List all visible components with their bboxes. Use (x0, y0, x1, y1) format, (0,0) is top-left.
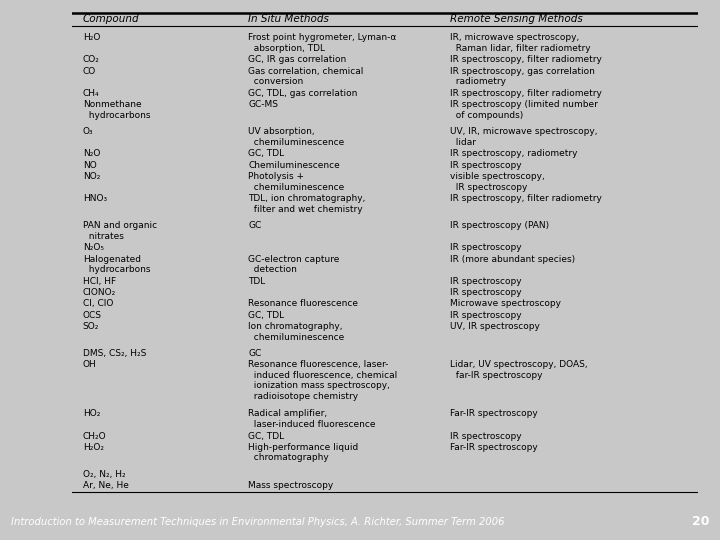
Text: CO₂: CO₂ (83, 56, 99, 64)
Text: CH₂O: CH₂O (83, 431, 107, 441)
Text: High-performance liquid
  chromatography: High-performance liquid chromatography (248, 443, 359, 462)
Text: NO₂: NO₂ (83, 172, 100, 181)
Text: IR spectroscopy (limited number
  of compounds): IR spectroscopy (limited number of compo… (450, 100, 598, 120)
Text: GC: GC (248, 221, 261, 230)
Text: Resonance fluorescence, laser-
  induced fluorescence, chemical
  ionization mas: Resonance fluorescence, laser- induced f… (248, 360, 397, 401)
Text: Far-IR spectroscopy: Far-IR spectroscopy (450, 443, 538, 452)
Text: GC, TDL: GC, TDL (248, 310, 284, 320)
Text: N₂O₅: N₂O₅ (83, 244, 104, 253)
Text: HO₂: HO₂ (83, 409, 100, 418)
Text: Chemiluminescence: Chemiluminescence (248, 160, 340, 170)
Text: TDL, ion chromatography,
  filter and wet chemistry: TDL, ion chromatography, filter and wet … (248, 194, 366, 214)
Text: Mass spectroscopy: Mass spectroscopy (248, 481, 333, 490)
Text: GC, IR gas correlation: GC, IR gas correlation (248, 56, 346, 64)
Text: IR spectroscopy, gas correlation
  radiometry: IR spectroscopy, gas correlation radiome… (450, 66, 595, 86)
Text: IR spectroscopy: IR spectroscopy (450, 431, 521, 441)
Text: Ion chromatography,
  chemiluminescence: Ion chromatography, chemiluminescence (248, 322, 345, 342)
Text: Cl, ClO: Cl, ClO (83, 300, 113, 308)
Text: Introduction to Measurement Techniques in Environmental Physics, A. Richter, Sum: Introduction to Measurement Techniques i… (11, 517, 504, 526)
Text: H₂O₂: H₂O₂ (83, 443, 104, 452)
Text: GC: GC (248, 349, 261, 357)
Text: SO₂: SO₂ (83, 322, 99, 331)
Text: CO: CO (83, 66, 96, 76)
Text: Frost point hygrometer, Lyman-α
  absorption, TDL: Frost point hygrometer, Lyman-α absorpti… (248, 33, 397, 53)
Text: HNO₃: HNO₃ (83, 194, 107, 203)
Text: 20: 20 (692, 515, 709, 528)
Text: Remote Sensing Methods: Remote Sensing Methods (450, 15, 582, 24)
Text: OH: OH (83, 360, 96, 369)
Text: N₂O: N₂O (83, 150, 100, 158)
Text: PAN and organic
  nitrates: PAN and organic nitrates (83, 221, 157, 241)
Text: IR spectroscopy: IR spectroscopy (450, 310, 521, 320)
Text: IR spectroscopy: IR spectroscopy (450, 160, 521, 170)
Text: OCS: OCS (83, 310, 102, 320)
Text: Gas correlation, chemical
  conversion: Gas correlation, chemical conversion (248, 66, 364, 86)
Text: IR (more abundant species): IR (more abundant species) (450, 255, 575, 264)
Text: GC-electron capture
  detection: GC-electron capture detection (248, 255, 340, 274)
Text: IR spectroscopy: IR spectroscopy (450, 288, 521, 297)
Text: NO: NO (83, 160, 96, 170)
Text: ClONO₂: ClONO₂ (83, 288, 116, 297)
Text: HCl, HF: HCl, HF (83, 277, 116, 286)
Text: UV, IR, microwave spectroscopy,
  lidar: UV, IR, microwave spectroscopy, lidar (450, 127, 598, 147)
Text: Halogenated
  hydrocarbons: Halogenated hydrocarbons (83, 255, 150, 274)
Text: TDL: TDL (248, 277, 266, 286)
Text: GC, TDL: GC, TDL (248, 431, 284, 441)
Text: IR spectroscopy: IR spectroscopy (450, 244, 521, 253)
Text: Compound: Compound (83, 15, 140, 24)
Text: O₂, N₂, H₂: O₂, N₂, H₂ (83, 470, 125, 478)
Text: IR spectroscopy: IR spectroscopy (450, 277, 521, 286)
Text: Ar, Ne, He: Ar, Ne, He (83, 481, 129, 490)
Text: IR, microwave spectroscopy,
  Raman lidar, filter radiometry: IR, microwave spectroscopy, Raman lidar,… (450, 33, 590, 53)
Text: visible spectroscopy,
  IR spectroscopy: visible spectroscopy, IR spectroscopy (450, 172, 545, 192)
Text: GC, TDL: GC, TDL (248, 150, 284, 158)
Text: Far-IR spectroscopy: Far-IR spectroscopy (450, 409, 538, 418)
Text: GC, TDL, gas correlation: GC, TDL, gas correlation (248, 89, 358, 98)
Text: Photolysis +
  chemiluminescence: Photolysis + chemiluminescence (248, 172, 345, 192)
Text: H₂O: H₂O (83, 33, 100, 42)
Text: DMS, CS₂, H₂S: DMS, CS₂, H₂S (83, 349, 146, 357)
Text: GC-MS: GC-MS (248, 100, 279, 109)
Text: CH₄: CH₄ (83, 89, 99, 98)
Text: Nonmethane
  hydrocarbons: Nonmethane hydrocarbons (83, 100, 150, 120)
Text: IR spectroscopy, filter radiometry: IR spectroscopy, filter radiometry (450, 56, 602, 64)
Text: UV absorption,
  chemiluminescence: UV absorption, chemiluminescence (248, 127, 345, 147)
Text: Resonance fluorescence: Resonance fluorescence (248, 300, 359, 308)
Text: In Situ Methods: In Situ Methods (248, 15, 329, 24)
Text: IR spectroscopy (PAN): IR spectroscopy (PAN) (450, 221, 549, 230)
Text: IR spectroscopy, radiometry: IR spectroscopy, radiometry (450, 150, 577, 158)
Text: O₃: O₃ (83, 127, 94, 136)
Text: UV, IR spectroscopy: UV, IR spectroscopy (450, 322, 540, 331)
Text: Lidar, UV spectroscopy, DOAS,
  far-IR spectroscopy: Lidar, UV spectroscopy, DOAS, far-IR spe… (450, 360, 588, 380)
Text: IR spectroscopy, filter radiometry: IR spectroscopy, filter radiometry (450, 89, 602, 98)
Text: Radical amplifier,
  laser-induced fluorescence: Radical amplifier, laser-induced fluores… (248, 409, 376, 429)
Text: IR spectroscopy, filter radiometry: IR spectroscopy, filter radiometry (450, 194, 602, 203)
Text: Microwave spectroscopy: Microwave spectroscopy (450, 300, 561, 308)
